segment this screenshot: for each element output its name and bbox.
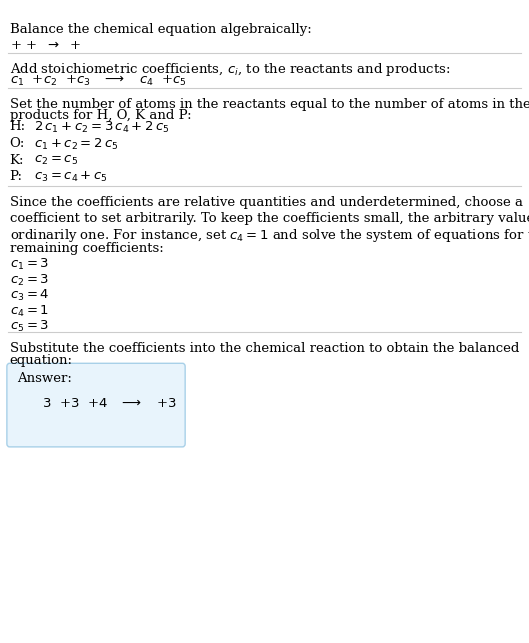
Text: $c_4 = 1$: $c_4 = 1$ (10, 303, 49, 318)
Text: $3$  +$3$  +$4$   $\longrightarrow$   +$3$: $3$ +$3$ +$4$ $\longrightarrow$ +$3$ (17, 397, 177, 410)
Text: $c_5 = 3$: $c_5 = 3$ (10, 319, 49, 334)
Text: coefficient to set arbitrarily. To keep the coefficients small, the arbitrary va: coefficient to set arbitrarily. To keep … (10, 212, 529, 224)
Text: $2\,c_1 + c_2 = 3\,c_4 + 2\,c_5$: $2\,c_1 + c_2 = 3\,c_4 + 2\,c_5$ (34, 120, 170, 135)
Text: $c_2 = 3$: $c_2 = 3$ (10, 273, 49, 287)
FancyBboxPatch shape (7, 363, 185, 447)
Text: Add stoichiometric coefficients, $c_i$, to the reactants and products:: Add stoichiometric coefficients, $c_i$, … (10, 61, 450, 78)
Text: $c_2 = c_5$: $c_2 = c_5$ (34, 154, 78, 167)
Text: P:: P: (10, 170, 23, 183)
Text: Since the coefficients are relative quantities and underdetermined, choose a: Since the coefficients are relative quan… (10, 196, 523, 209)
Text: $c_1 = 3$: $c_1 = 3$ (10, 257, 49, 272)
Text: equation:: equation: (10, 354, 72, 367)
Text: products for H, O, K and P:: products for H, O, K and P: (10, 109, 191, 122)
Text: Set the number of atoms in the reactants equal to the number of atoms in the: Set the number of atoms in the reactants… (10, 98, 529, 111)
Text: remaining coefficients:: remaining coefficients: (10, 242, 163, 255)
Text: $c_3 = 4$: $c_3 = 4$ (10, 288, 49, 303)
Text: Answer:: Answer: (17, 372, 72, 385)
Text: O:: O: (10, 137, 25, 150)
Text: K:: K: (10, 154, 24, 167)
Text: Substitute the coefficients into the chemical reaction to obtain the balanced: Substitute the coefficients into the che… (10, 342, 519, 355)
Text: ordinarily one. For instance, set $c_4 = 1$ and solve the system of equations fo: ordinarily one. For instance, set $c_4 =… (10, 227, 529, 244)
Text: $c_3 = c_4 + c_5$: $c_3 = c_4 + c_5$ (34, 170, 108, 185)
Text: Balance the chemical equation algebraically:: Balance the chemical equation algebraica… (10, 23, 311, 35)
Text: $c_1$  +$c_2$  +$c_3$   $\longrightarrow$   $c_4$  +$c_5$: $c_1$ +$c_2$ +$c_3$ $\longrightarrow$ $c… (10, 74, 186, 88)
Text: $c_1 + c_2 = 2\,c_5$: $c_1 + c_2 = 2\,c_5$ (34, 137, 119, 152)
Text: + +  $\rightarrow$  +: + + $\rightarrow$ + (10, 39, 81, 51)
Text: H:: H: (10, 120, 25, 133)
